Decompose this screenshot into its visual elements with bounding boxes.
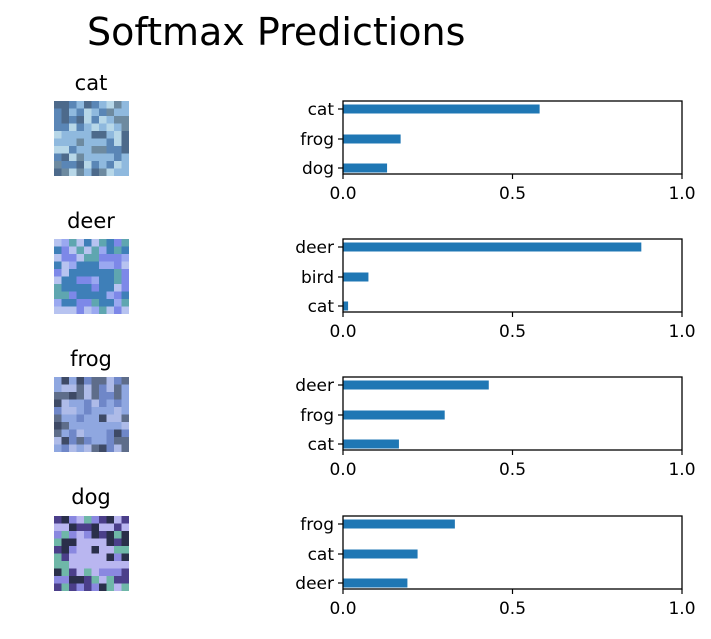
bar — [343, 163, 388, 173]
x-tick-label: 0.5 — [499, 599, 526, 619]
bar — [343, 549, 418, 559]
bar — [343, 134, 401, 144]
bar — [343, 242, 642, 252]
cat-thumbnail-icon — [54, 101, 129, 176]
bar — [343, 301, 349, 311]
image-title: frog — [70, 347, 112, 371]
x-tick-label: 1.0 — [668, 599, 695, 619]
bar — [343, 439, 399, 449]
bar — [343, 410, 445, 420]
x-tick-label: 0.5 — [499, 460, 526, 480]
y-tick-label: frog — [300, 130, 334, 150]
bar-chart-1: deer bird cat 0.0 0.5 1.0 — [295, 238, 695, 342]
y-tick-label: frog — [300, 515, 334, 535]
x-tick-label: 1.0 — [668, 460, 695, 480]
x-tick-label: 0.0 — [329, 599, 356, 619]
bar-chart-2: deer frog cat 0.0 0.5 1.0 — [295, 376, 695, 480]
y-tick-label: bird — [301, 268, 334, 288]
y-tick-label: cat — [308, 297, 335, 317]
frog-thumbnail-icon — [54, 377, 129, 452]
y-tick-label: deer — [295, 238, 334, 258]
y-tick-label: dog — [302, 159, 334, 179]
deer-thumbnail-icon — [54, 239, 129, 314]
bar — [343, 578, 408, 588]
y-tick-label: deer — [295, 376, 334, 396]
bar — [343, 519, 455, 529]
bar — [343, 104, 540, 114]
image-title: cat — [74, 71, 108, 95]
bar — [343, 272, 369, 282]
dog-thumbnail-icon — [54, 516, 129, 591]
bar-chart-3: frog cat deer 0.0 0.5 1.0 — [295, 515, 695, 619]
x-tick-label: 1.0 — [668, 322, 695, 342]
x-tick-label: 0.0 — [329, 460, 356, 480]
x-tick-label: 0.5 — [499, 184, 526, 204]
image-title: dog — [71, 485, 111, 509]
y-tick-label: cat — [308, 435, 335, 455]
figure-title: Softmax Predictions — [87, 10, 466, 54]
y-tick-label: deer — [295, 574, 334, 594]
x-tick-label: 1.0 — [668, 184, 695, 204]
x-tick-label: 0.5 — [499, 322, 526, 342]
image-title: deer — [67, 209, 115, 233]
bar-chart-0: cat frog dog 0.0 0.5 1.0 — [300, 100, 695, 204]
y-tick-label: frog — [300, 406, 334, 426]
x-tick-label: 0.0 — [329, 184, 356, 204]
y-tick-label: cat — [308, 545, 335, 565]
bar — [343, 380, 489, 390]
y-tick-label: cat — [308, 100, 335, 120]
x-tick-label: 0.0 — [329, 322, 356, 342]
